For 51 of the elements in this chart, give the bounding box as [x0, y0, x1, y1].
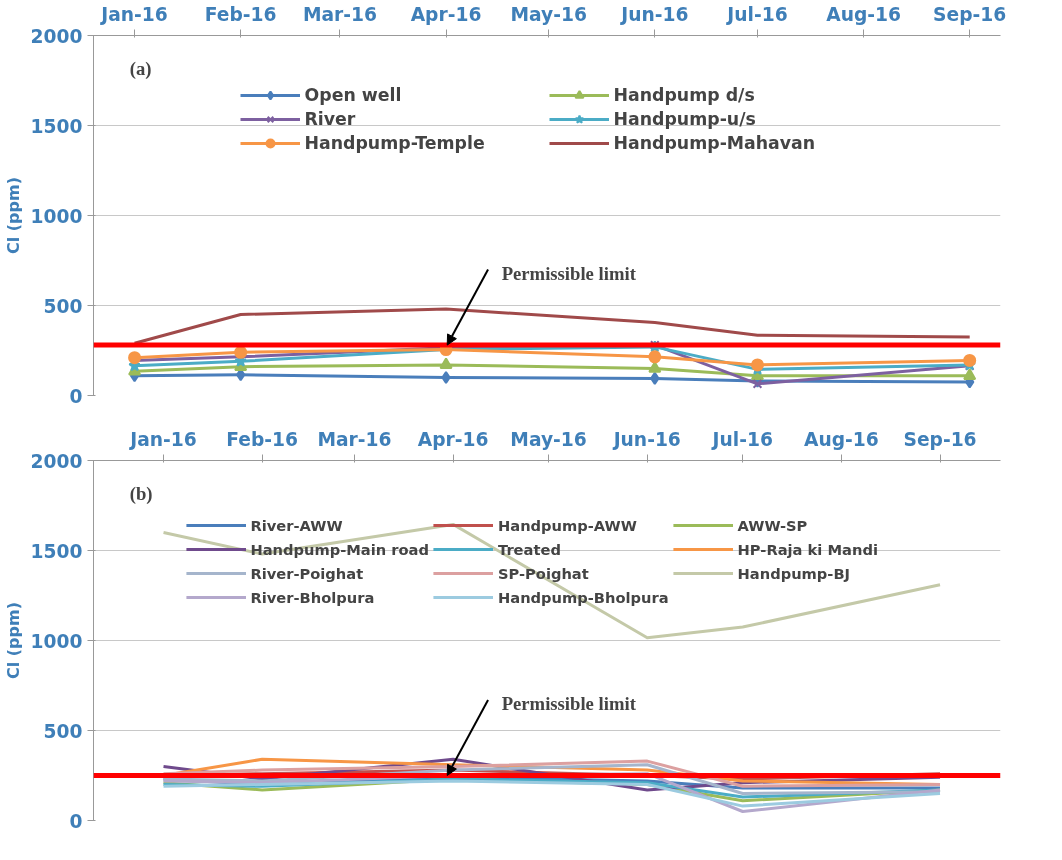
y-tick-label: 500	[43, 720, 83, 742]
y-tick-label: 0	[69, 385, 83, 407]
x-tick-label: Sep-16	[903, 428, 977, 450]
legend-label: River-Poighat	[250, 564, 365, 582]
x-tick-label: Feb-16	[204, 3, 277, 25]
legend-label: River-Bholpura	[250, 588, 376, 606]
x-tick-label: Jul-16	[710, 428, 773, 450]
x-tick-label: Feb-16	[226, 428, 299, 450]
legend-label: SP-Poighat	[497, 564, 590, 582]
y-tick-label: 0	[69, 810, 83, 832]
y-axis-title: Cl (ppm)	[3, 177, 23, 254]
y-axis-title: Cl (ppm)	[3, 602, 23, 679]
x-tick-label: May-16	[510, 3, 587, 25]
legend-label: Handpump d/s	[613, 85, 756, 105]
x-tick-label: May-16	[510, 428, 587, 450]
y-tick-label: 1000	[30, 205, 83, 227]
text: (b)	[129, 482, 153, 505]
legend-label: Handpump-Main road	[250, 540, 429, 558]
legend-label: Handpump-AWW	[497, 516, 638, 534]
legend-label: River-AWW	[250, 516, 344, 534]
x-tick-label: Mar-16	[317, 428, 392, 450]
x-tick-label: Aug-16	[803, 428, 879, 450]
ref-line-label: Permissible limit	[501, 262, 637, 284]
x-tick-label: Jan-16	[99, 3, 168, 25]
legend-label: AWW-SP	[737, 516, 809, 534]
legend-label: Handpump-Temple	[304, 133, 486, 153]
text: (a)	[129, 57, 152, 80]
x-tick-label: Apr-16	[410, 3, 482, 25]
legend-label: Handpump-BJ	[737, 564, 852, 582]
y-tick-label: 1000	[30, 630, 83, 652]
legend-label: Handpump-Mahavan	[613, 133, 817, 153]
x-tick-label: Mar-16	[302, 3, 377, 25]
legend-label: Handpump-Bholpura	[497, 588, 669, 606]
legend-label: Treated	[497, 540, 562, 558]
y-tick-label: 500	[43, 295, 83, 317]
y-tick-label: 1500	[30, 115, 83, 137]
y-tick-label: 2000	[30, 450, 83, 472]
y-tick-label: 1500	[30, 540, 83, 562]
x-tick-label: Jun-16	[619, 3, 689, 25]
legend-label: HP-Raja ki Mandi	[737, 540, 879, 558]
legend-label: River	[304, 109, 357, 129]
legend-label: Handpump-u/s	[613, 109, 757, 129]
ref-line-label: Permissible limit	[501, 693, 637, 715]
x-tick-label: Sep-16	[933, 3, 1007, 25]
x-tick-label: Jun-16	[611, 428, 681, 450]
x-tick-label: Jul-16	[725, 3, 788, 25]
x-tick-label: Apr-16	[417, 428, 489, 450]
legend-label: Open well	[304, 85, 403, 105]
x-tick-label: Aug-16	[826, 3, 901, 25]
x-tick-label: Jan-16	[128, 428, 197, 450]
y-tick-label: 2000	[30, 25, 83, 47]
